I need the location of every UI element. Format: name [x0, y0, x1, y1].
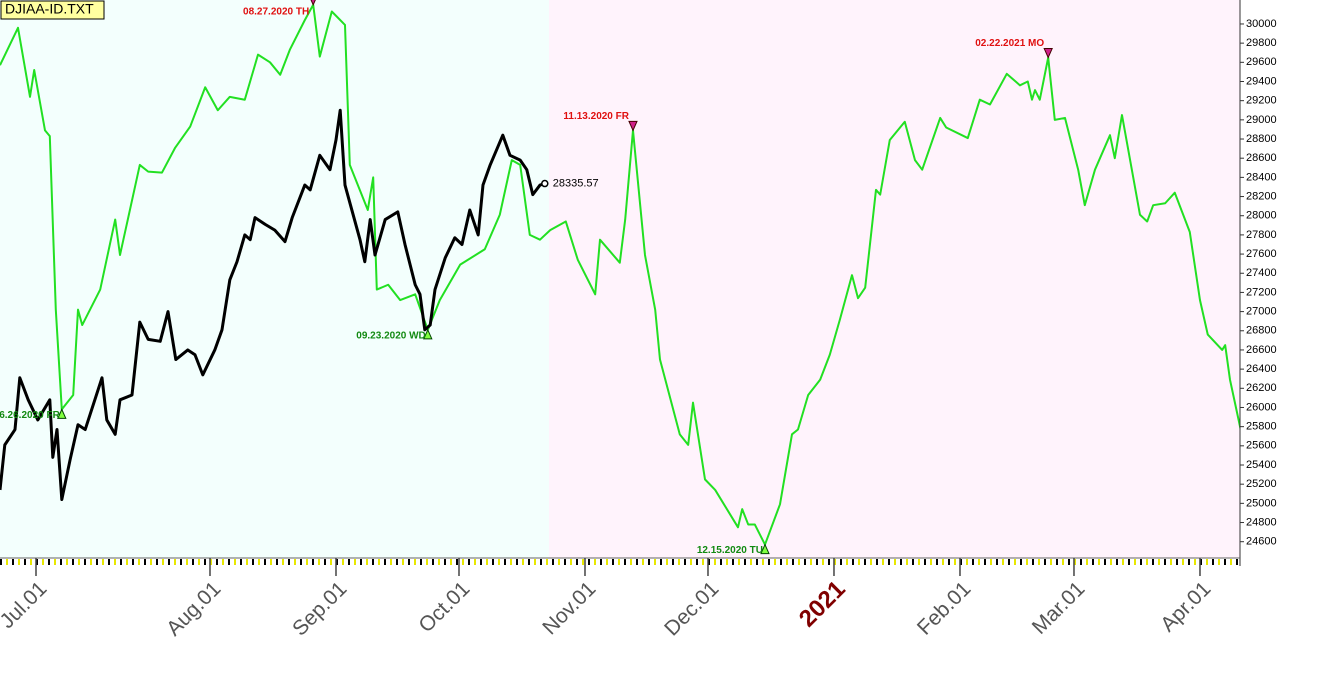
peak-marker	[1043, 48, 1053, 59]
peak-marker	[628, 120, 638, 132]
x-tick-label: Nov.01	[538, 577, 600, 639]
y-tick-label: 26200	[1246, 382, 1277, 394]
x-tick-label: Feb.01	[913, 577, 976, 640]
x-tick-label: Apr.01	[1156, 577, 1215, 636]
peak-label: 11.13.2020 FR	[563, 111, 629, 122]
x-tick-label: Aug.01	[162, 577, 225, 640]
y-tick-label: 25000	[1246, 497, 1277, 509]
y-tick-label: 25400	[1246, 459, 1277, 471]
y-tick-label: 25800	[1246, 421, 1277, 433]
y-tick-label: 25600	[1246, 440, 1277, 452]
y-tick-label: 29200	[1246, 95, 1277, 107]
x-tick-label: Mar.01	[1028, 577, 1090, 639]
trough-marker	[423, 328, 433, 340]
y-tick-label: 29800	[1246, 37, 1277, 49]
trough-label: 06.26.2020 FR	[0, 410, 61, 421]
x-tick-label: 2021	[794, 576, 851, 633]
peak-label: 02.22.2021 MO	[975, 38, 1044, 49]
y-tick-label: 30000	[1246, 18, 1277, 30]
y-tick-label: 27400	[1246, 267, 1277, 279]
y-tick-label: 25200	[1246, 478, 1277, 490]
region	[548, 0, 1240, 558]
trough-marker	[760, 543, 770, 555]
y-tick-label: 26800	[1246, 325, 1277, 337]
y-tick-label: 28200	[1246, 190, 1277, 202]
y-tick-label: 28800	[1246, 133, 1277, 145]
last-value-label: 28335.57	[553, 177, 599, 189]
y-tick-label: 26400	[1246, 363, 1277, 375]
series-line	[0, 108, 546, 502]
trough-marker	[57, 408, 67, 419]
last-point	[541, 179, 549, 188]
y-tick-label: 27600	[1246, 248, 1277, 260]
peak-marker	[310, 0, 316, 7]
x-tick-label: Jul.01	[0, 577, 51, 633]
y-tick-label: 29600	[1246, 56, 1277, 68]
peak-label: 08.27.2020 TH	[243, 7, 309, 18]
series-line	[0, 3, 1240, 546]
x-tick-label: Dec.01	[660, 577, 723, 640]
y-tick-label: 28400	[1246, 171, 1277, 183]
y-tick-label: 27200	[1246, 286, 1277, 298]
chart-title: DJIAA-ID.TXT	[5, 1, 94, 17]
y-tick-label: 24800	[1246, 516, 1277, 528]
minor-ticks	[0, 558, 1240, 566]
y-tick-label: 27800	[1246, 229, 1277, 241]
y-tick-label: 24600	[1246, 536, 1277, 548]
title-box	[0, 0, 105, 20]
x-tick-label: Oct.01	[414, 577, 474, 637]
y-tick-label: 26600	[1246, 344, 1277, 356]
y-tick-label: 29000	[1246, 114, 1277, 126]
y-tick-label: 29400	[1246, 75, 1277, 87]
y-tick-label: 26000	[1246, 401, 1277, 413]
y-tick-label: 28000	[1246, 210, 1277, 222]
x-tick-label: Sep.01	[288, 577, 351, 640]
region	[0, 0, 549, 558]
y-tick-label: 27000	[1246, 306, 1277, 318]
y-tick-label: 28600	[1246, 152, 1277, 164]
trough-label: 12.15.2020 TU	[697, 545, 763, 556]
trough-label: 09.23.2020 WD	[356, 330, 426, 341]
